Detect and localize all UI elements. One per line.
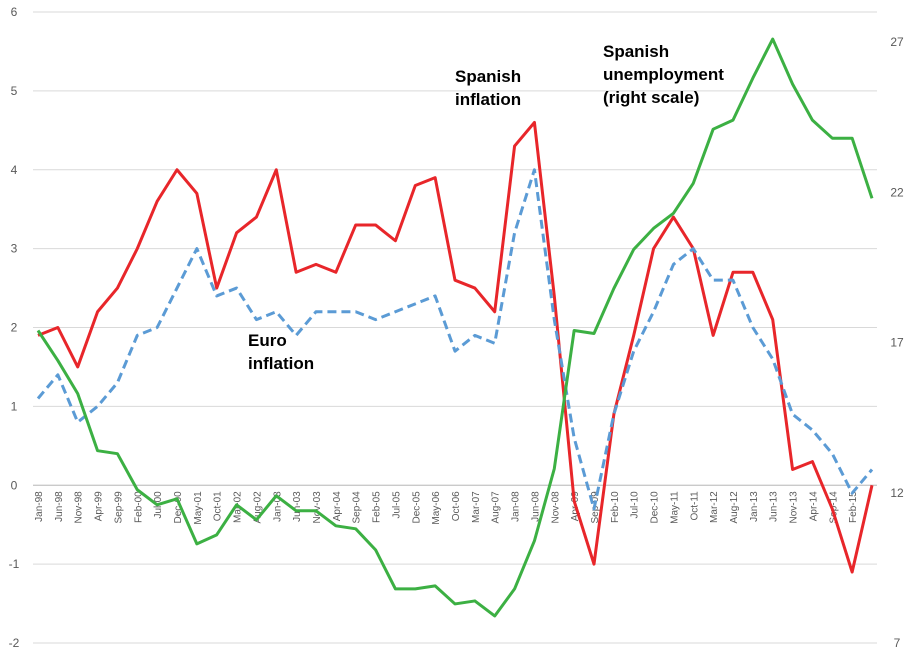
y-tick-label: 6 [11, 5, 18, 19]
y-tick-label: -2 [9, 636, 20, 650]
y-tick-label: -1 [9, 557, 20, 571]
x-tick-label: Aug-12 [729, 491, 740, 524]
y2-tick-label: 7 [894, 636, 901, 650]
x-tick-label: Oct-06 [451, 491, 462, 521]
x-tick-label: May-11 [669, 491, 680, 524]
x-tick-label: May-06 [431, 491, 442, 525]
annotation: Spanish unemployment (right scale) [603, 42, 724, 107]
x-tick-label: Mar-12 [709, 491, 720, 523]
series-line [36, 168, 874, 511]
x-tick-label: Jun-98 [54, 491, 65, 522]
x-tick-label: Feb-05 [372, 491, 383, 523]
y-tick-label: 3 [11, 242, 18, 256]
x-tick-label: Jan-08 [511, 491, 522, 522]
x-tick-label: Feb-10 [610, 491, 621, 523]
x-tick-label: Nov-13 [789, 491, 800, 524]
x-tick-label: Oct-11 [689, 491, 700, 521]
x-tick-label: Sep-04 [352, 491, 363, 524]
annotation-line: (right scale) [603, 88, 699, 107]
y-tick-label: 1 [11, 399, 18, 413]
x-tick-label: Feb-00 [133, 491, 144, 523]
x-tick-label: Jun-08 [530, 491, 541, 522]
y2-tick-label: 12 [890, 486, 904, 500]
annotation-line: Euro [248, 331, 287, 350]
annotation-line: inflation [455, 90, 521, 109]
annotation-line: inflation [248, 354, 314, 373]
x-tick-label: Nov-08 [550, 491, 561, 524]
y2-tick-label: 22 [890, 185, 904, 199]
annotation: Spanish inflation [455, 67, 521, 109]
annotation-line: unemployment [603, 65, 724, 84]
y2-tick-label: 27 [890, 35, 904, 49]
x-tick-label: Jul-05 [391, 491, 402, 519]
x-tick-label: Apr-04 [332, 491, 343, 521]
x-tick-label: Aug-07 [491, 491, 502, 524]
series-line [36, 37, 874, 618]
series-line [37, 120, 874, 574]
x-tick-label: Dec-10 [650, 491, 661, 524]
annotation-line: Spanish [455, 67, 521, 86]
x-tick-label: Mar-07 [471, 491, 482, 523]
x-tick-label: Jun-03 [292, 491, 303, 522]
x-tick-label: Sep-99 [113, 491, 124, 524]
x-tick-label: Dec-05 [411, 491, 422, 524]
x-tick-label: Jul-10 [630, 491, 641, 519]
y-tick-label: 5 [11, 84, 18, 98]
x-tick-label: Nov-03 [312, 491, 323, 524]
x-tick-label: Feb-15 [848, 491, 859, 523]
x-tick-label: Apr-14 [808, 491, 819, 521]
y2-tick-label: 17 [890, 336, 904, 350]
x-tick-label: Jan-13 [749, 491, 760, 522]
annotation: Euro inflation [248, 331, 314, 373]
x-tick-label: Apr-99 [94, 491, 105, 521]
y-tick-label: 2 [11, 321, 18, 335]
x-tick-label: Dec-00 [173, 491, 184, 524]
x-tick-label: Aug-02 [252, 491, 263, 524]
x-tick-label: Jan-98 [34, 491, 45, 522]
x-tick-label: Nov-98 [74, 491, 85, 524]
x-tick-label: Oct-01 [213, 491, 224, 521]
y-tick-label: 4 [11, 163, 18, 177]
annotation-line: Spanish [603, 42, 669, 61]
y-tick-label: 0 [11, 478, 18, 492]
x-tick-label: Jan-03 [272, 491, 283, 522]
x-tick-label: Sep-14 [828, 491, 839, 524]
x-tick-label: May-01 [193, 491, 204, 525]
x-tick-label: Jun-13 [769, 491, 780, 522]
